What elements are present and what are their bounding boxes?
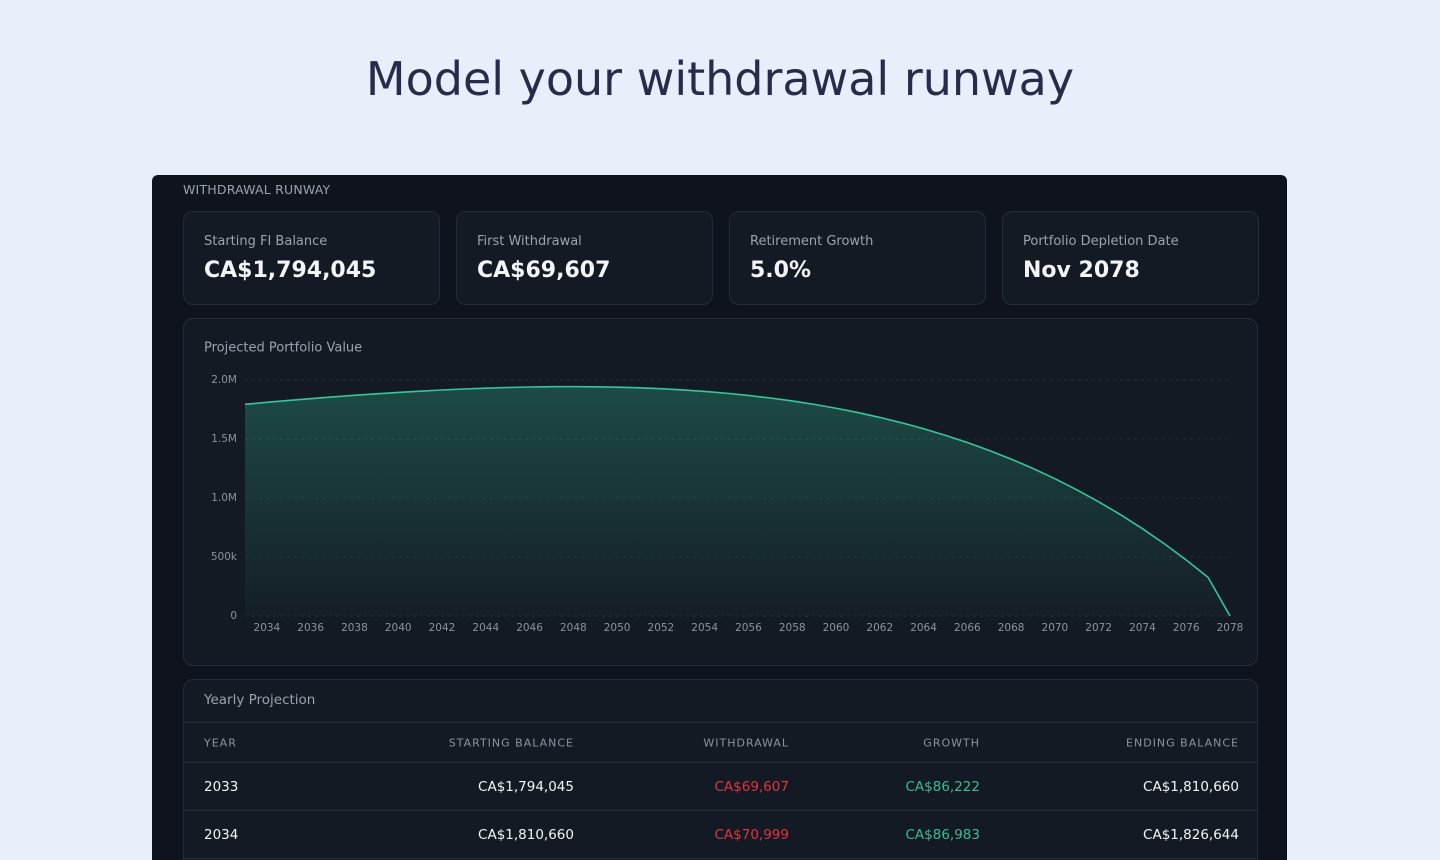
x-tick-label: 2078 (1217, 622, 1244, 634)
x-tick-label: 2058 (779, 622, 806, 634)
table-cell: CA$1,810,660 (1143, 778, 1239, 795)
table-cell: CA$1,826,644 (1143, 826, 1239, 843)
stat-card: Portfolio Depletion Date Nov 2078 (1002, 211, 1259, 305)
column-header: YEAR (204, 736, 237, 749)
column-header: STARTING BALANCE (448, 736, 574, 749)
area-fill (245, 386, 1230, 616)
stat-value: 5.0% (750, 258, 812, 283)
x-tick-label: 2050 (604, 622, 631, 634)
table-card: Yearly Projection YEAR STARTING BALANCE WI… (183, 679, 1258, 860)
stat-card: Retirement Growth 5.0% (729, 211, 986, 305)
chart: Projected Portfolio Value 0 500k 1.0M 1.5M 2… (204, 341, 1244, 635)
x-tick-label: 2066 (954, 622, 981, 634)
stat-label: First Withdrawal (477, 234, 582, 249)
table-row: 2034 CA$1,810,660 CA$70,999 CA$86,983 CA$1,8… (184, 810, 1257, 858)
row-divider (184, 858, 1257, 859)
x-tick-label: 2048 (560, 622, 587, 634)
y-tick-label: 0 (230, 610, 237, 622)
x-tick-label: 2068 (998, 622, 1025, 634)
table-cell: CA$1,810,660 (478, 826, 574, 843)
table-row: 2033 CA$1,794,045 CA$69,607 CA$86,222 CA$1,8… (184, 762, 1257, 810)
table-cell: CA$70,999 (714, 826, 790, 843)
x-tick-label: 2054 (691, 622, 718, 634)
x-tick-label: 2042 (429, 622, 456, 634)
line (244, 385, 1231, 617)
table-header-row: YEAR STARTING BALANCE WITHDRAWAL GROWTH ENDI… (184, 722, 1257, 762)
x-tick-label: 2044 (472, 622, 499, 634)
stat-card: Starting FI Balance CA$1,794,045 (183, 211, 440, 305)
column-header: ENDING BALANCE (1126, 736, 1239, 749)
panel-title: WITHDRAWAL RUNWAY (183, 182, 331, 197)
table-title: Yearly Projection (204, 692, 316, 708)
table-cell: CA$69,607 (714, 778, 790, 795)
stat-label: Starting FI Balance (204, 234, 328, 249)
runway-panel: WITHDRAWAL RUNWAY Projected Portfolio Va… (152, 175, 1287, 860)
x-tick-label: 2036 (297, 622, 324, 634)
column-header: GROWTH (923, 736, 980, 749)
x-tick-label: 2060 (823, 622, 850, 634)
table-cell: CA$86,983 (905, 826, 981, 843)
x-tick-label: 2072 (1085, 622, 1112, 634)
x-tick-label: 2052 (648, 622, 675, 634)
column-header: WITHDRAWAL (703, 736, 789, 749)
stat-value: CA$69,607 (477, 258, 611, 283)
y-tick-label: 500k (211, 551, 238, 563)
y-tick-label: 2.0M (211, 374, 237, 386)
x-tick-label: 2034 (254, 622, 281, 634)
stat-card: First Withdrawal CA$69,607 (456, 211, 713, 305)
page-title: Model your withdrawal runway (365, 52, 1075, 106)
x-tick-label: 2074 (1129, 622, 1156, 634)
table-cell: 2034 (204, 826, 239, 843)
x-tick-label: 2070 (1042, 622, 1069, 634)
table-cell: CA$86,222 (905, 778, 981, 795)
x-tick-label: 2064 (910, 622, 937, 634)
x-tick-label: 2076 (1173, 622, 1200, 634)
chart-card: Projected Portfolio Value 0 500k 1.0M 1.5M 2… (183, 318, 1258, 666)
table-cell: CA$1,794,045 (478, 778, 574, 795)
x-tick-label: 2056 (735, 622, 762, 634)
x-tick-label: 2038 (341, 622, 368, 634)
stat-value: CA$1,794,045 (204, 258, 377, 283)
x-tick-label: 2040 (385, 622, 412, 634)
table-cell: 2033 (204, 778, 239, 795)
x-tick-label: 2046 (516, 622, 543, 634)
y-tick-label: 1.5M (211, 433, 237, 445)
y-tick-label: 1.0M (211, 492, 237, 504)
stat-label: Retirement Growth (750, 234, 874, 249)
stat-value: Nov 2078 (1023, 258, 1140, 283)
stat-label: Portfolio Depletion Date (1023, 234, 1179, 249)
chart-title: Projected Portfolio Value (204, 341, 362, 356)
x-tick-label: 2062 (866, 622, 893, 634)
